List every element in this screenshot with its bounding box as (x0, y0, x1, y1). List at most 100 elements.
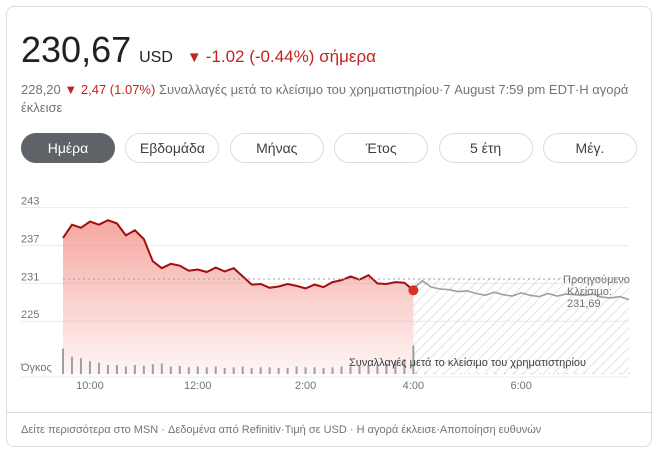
y-tick-label: 231 (21, 271, 39, 283)
volume-bar (557, 373, 560, 374)
volume-bar (433, 373, 436, 374)
range-tabs: Ημέρα Εβδομάδα Μήνας Έτος 5 έτη Μέγ. (21, 133, 637, 163)
volume-bar (367, 365, 370, 374)
volume-bar (459, 373, 462, 374)
volume-bar (97, 362, 100, 374)
y-tick-label: 225 (21, 309, 39, 321)
prev-close-label-1: Προηγούμενο (563, 274, 630, 286)
volume-bar (106, 365, 109, 374)
volume-bar (286, 368, 289, 374)
volume-bar (628, 373, 630, 374)
tab-5-years[interactable]: 5 έτη (438, 133, 533, 163)
volume-bar (376, 364, 379, 374)
volume-bar (241, 366, 244, 374)
volume-bar (592, 373, 595, 374)
volume-bar (349, 366, 352, 374)
x-tick-label: 6:00 (510, 380, 531, 392)
volume-bar (619, 373, 622, 374)
volume-label: Όγκος (20, 362, 52, 374)
volume-bar (160, 363, 163, 374)
tab-max[interactable]: Μέγ. (542, 133, 637, 163)
volume-bars (62, 345, 630, 374)
volume-bar (548, 373, 551, 374)
volume-bar (133, 365, 136, 374)
volume-bar (115, 365, 118, 374)
volume-bar (79, 358, 82, 374)
volume-bar (583, 373, 586, 374)
volume-bar (304, 367, 307, 374)
volume-bar (385, 363, 388, 374)
y-tick-label: 237 (21, 233, 39, 245)
after-hours-status: Συναλλαγές μετά το κλείσιμο του χρηματισ… (21, 82, 629, 115)
day-change-suffix: σήμερα (319, 47, 376, 66)
volume-bar (268, 367, 271, 374)
close-dot[interactable] (408, 285, 419, 296)
currency-label: USD (139, 49, 173, 66)
volume-bar (331, 367, 334, 374)
volume-bar (322, 368, 325, 374)
volume-bar (205, 367, 208, 374)
after-hours-label: Συναλλαγές μετά το κλείσιμο του χρηματισ… (349, 357, 586, 369)
after-hours-line (412, 279, 630, 301)
volume-bar (512, 373, 515, 374)
x-tick-label: 10:00 (76, 380, 104, 392)
volume-bar (503, 373, 506, 374)
volume-bar (340, 366, 343, 374)
volume-bar (232, 367, 235, 374)
volume-bar (415, 372, 418, 374)
prev-close-label-2: Κλείσιμο: (567, 286, 612, 298)
volume-bar (214, 366, 217, 374)
volume-bar (358, 365, 361, 374)
volume-bar (313, 367, 316, 374)
tab-month[interactable]: Μήνας (229, 133, 324, 163)
day-change: ▼ -1.02 (-0.44%) σήμερα (187, 47, 376, 67)
volume-bar (62, 348, 64, 374)
volume-bar (486, 373, 489, 374)
volume-bar (88, 361, 91, 374)
day-change-value: -1.02 (-0.44%) (205, 47, 315, 66)
x-tick-label: 2:00 (295, 380, 316, 392)
after-hours-price: 228,20 (21, 82, 61, 97)
volume-bar (196, 366, 199, 374)
volume-bar (187, 367, 190, 374)
x-tick-label: 12:00 (184, 380, 212, 392)
price-area (63, 220, 414, 374)
price-chart[interactable]: 243 237 231 225 Προηγούμενο Κλείσιμο: 231,6… (7, 187, 651, 397)
volume-bar (441, 373, 444, 374)
volume-bar (565, 373, 568, 374)
tab-day[interactable]: Ημέρα (21, 133, 115, 163)
volume-bar (142, 365, 145, 374)
y-tick-label: 243 (21, 196, 39, 208)
after-hours-row: 228,20 ▼ 2,47 (1.07%) Συναλλαγές μετά το… (21, 81, 631, 117)
volume-bar (223, 368, 226, 374)
down-arrow-icon: ▼ (64, 82, 78, 97)
volume-bar (530, 373, 533, 374)
price-row: 230,67 USD ▼ -1.02 (-0.44%) σήμερα (21, 29, 376, 71)
volume-bar (250, 368, 253, 374)
tab-week[interactable]: Εβδομάδα (125, 133, 220, 163)
after-hours-change: ▼ 2,47 (1.07%) (64, 82, 155, 97)
volume-bar (295, 366, 298, 374)
volume-bar (450, 373, 453, 374)
volume-bar (601, 373, 604, 374)
y-axis: 243 237 231 225 (21, 196, 39, 322)
tab-year[interactable]: Έτος (334, 133, 429, 163)
x-tick-label: 4:00 (403, 380, 424, 392)
volume-bar (495, 373, 498, 374)
volume-bar (151, 364, 154, 374)
volume-bar (403, 359, 406, 374)
volume-bar (124, 366, 127, 374)
volume-bar (521, 373, 524, 374)
volume-bar (477, 373, 480, 374)
volume-bar (178, 365, 181, 374)
prev-close-value: 231,69 (567, 298, 601, 310)
volume-bar (70, 356, 73, 374)
volume-bar (412, 345, 415, 374)
current-price: 230,67 (21, 29, 132, 70)
stock-card: 230,67 USD ▼ -1.02 (-0.44%) σήμερα 228,20… (6, 6, 653, 447)
after-hours-change-value: 2,47 (1.07%) (80, 82, 156, 97)
volume-bar (539, 373, 542, 374)
volume-bar (610, 373, 613, 374)
volume-bar (277, 368, 280, 374)
down-arrow-icon: ▼ (186, 49, 202, 66)
